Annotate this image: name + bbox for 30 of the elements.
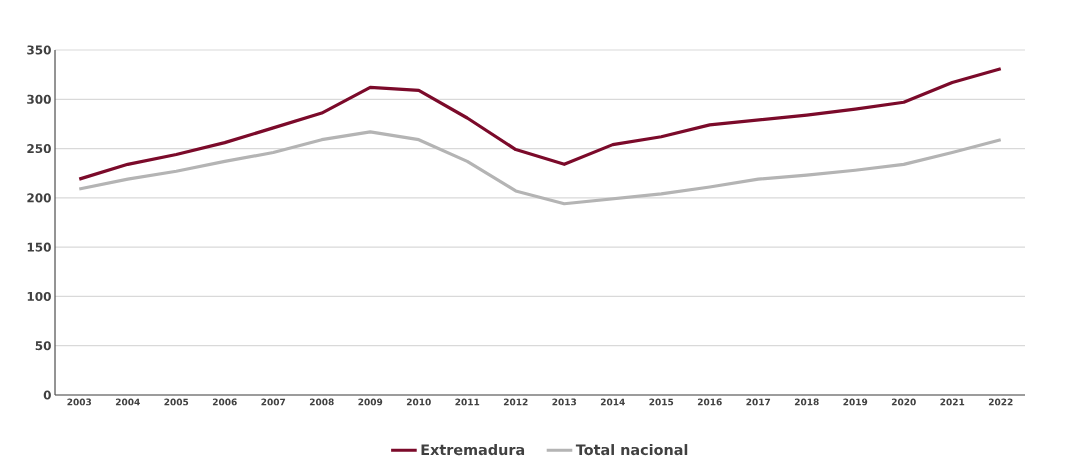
legend-label: Extremadura bbox=[421, 444, 525, 456]
legend-label: Total nacional bbox=[575, 444, 688, 456]
x-tick-label: 2021 bbox=[940, 398, 965, 406]
y-tick-label: 200 bbox=[27, 193, 51, 203]
x-tick-label: 2020 bbox=[891, 398, 916, 406]
y-tick-label: 150 bbox=[27, 242, 51, 252]
y-tick-label: 50 bbox=[35, 341, 51, 351]
x-tick-label: 2010 bbox=[406, 398, 431, 406]
x-tick-label: 2011 bbox=[455, 398, 480, 406]
x-tick-label: 2022 bbox=[988, 398, 1013, 406]
x-tick-label: 2017 bbox=[746, 398, 771, 406]
x-tick-label: 2019 bbox=[843, 398, 868, 406]
y-tick-label: 0 bbox=[43, 390, 51, 400]
x-tick-label: 2007 bbox=[261, 398, 286, 406]
x-tick-label: 2012 bbox=[503, 398, 528, 406]
y-tick-label: 100 bbox=[27, 291, 51, 301]
x-tick-label: 2004 bbox=[115, 398, 140, 406]
y-tick-label: 350 bbox=[27, 45, 51, 55]
x-tick-label: 2009 bbox=[358, 398, 383, 406]
x-tick-label: 2014 bbox=[600, 398, 625, 406]
y-tick-label: 250 bbox=[27, 144, 51, 154]
x-tick-label: 2003 bbox=[67, 398, 92, 406]
x-tick-label: 2018 bbox=[794, 398, 819, 406]
x-tick-label: 2006 bbox=[212, 398, 237, 406]
x-tick-label: 2008 bbox=[309, 398, 334, 406]
x-tick-label: 2013 bbox=[552, 398, 577, 406]
x-tick-label: 2015 bbox=[649, 398, 674, 406]
x-tick-label: 2016 bbox=[697, 398, 722, 406]
y-tick-label: 300 bbox=[27, 94, 51, 104]
x-tick-label: 2005 bbox=[164, 398, 189, 406]
